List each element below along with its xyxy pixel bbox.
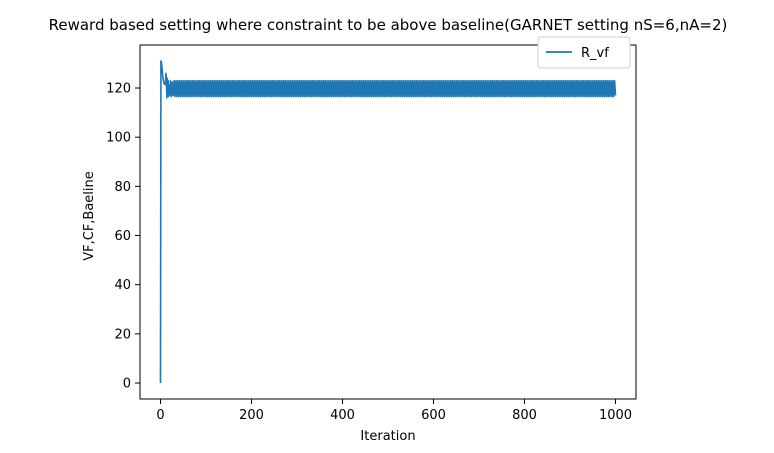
- chart-title: Reward based setting where constraint to…: [49, 16, 728, 34]
- y-tick-label: 80: [114, 180, 131, 195]
- y-tick-label: 40: [114, 278, 131, 293]
- x-tick-label: 800: [512, 408, 537, 423]
- plot-frame: [139, 44, 637, 400]
- plot-area: 0 200 400 600 800 1000 0 20 40 60 80 100 120: [106, 44, 637, 423]
- legend-label-r-vf: R_vf: [581, 46, 609, 61]
- series-line-r-vf: [159, 60, 617, 384]
- y-tick-label: 60: [114, 229, 131, 244]
- y-tick-label: 120: [106, 82, 131, 97]
- x-tick-label: 600: [421, 408, 446, 423]
- x-axis: 0 200 400 600 800 1000: [156, 399, 632, 423]
- x-tick-label: 200: [239, 408, 264, 423]
- legend: R_vf: [537, 36, 631, 69]
- y-tick-label: 100: [106, 131, 131, 146]
- x-axis-label: Iteration: [360, 429, 415, 444]
- series-layer: [159, 60, 617, 384]
- y-tick-label: 0: [123, 377, 131, 392]
- x-tick-label: 0: [156, 408, 164, 423]
- y-axis-label: VF,CF,Baeline: [82, 171, 97, 261]
- legend-box: [537, 36, 631, 69]
- y-axis: 0 20 40 60 80 100 120: [106, 82, 140, 392]
- y-tick-label: 20: [114, 327, 131, 342]
- x-tick-label: 1000: [599, 408, 632, 423]
- x-tick-label: 400: [330, 408, 355, 423]
